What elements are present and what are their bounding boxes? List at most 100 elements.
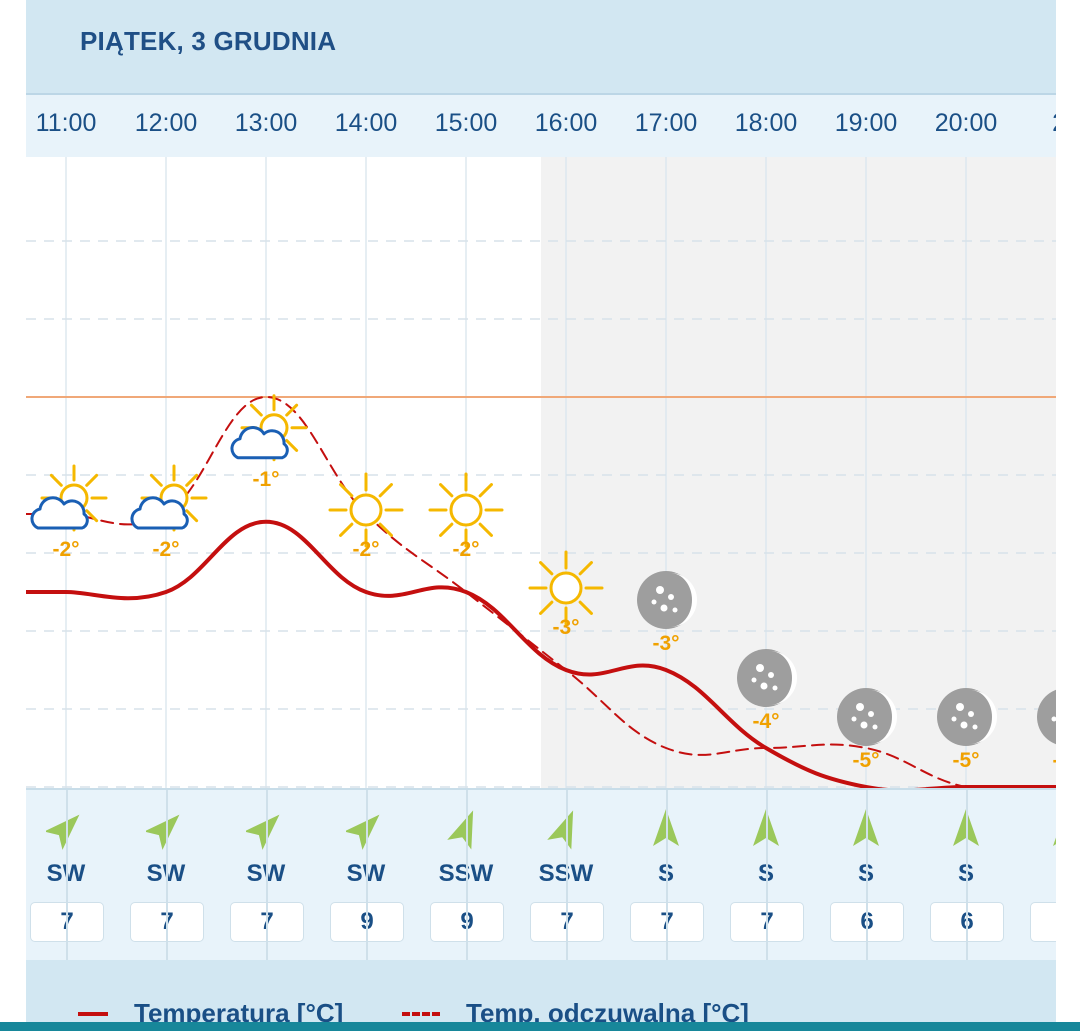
moon-crater	[956, 703, 964, 711]
wind-separator	[666, 790, 668, 962]
temperature-label: -3°	[652, 632, 679, 655]
sun-disc	[349, 493, 383, 527]
wind-separator	[366, 790, 368, 962]
moon-crater	[768, 672, 774, 678]
sun-ray	[539, 561, 554, 576]
sun-ray	[285, 439, 299, 452]
temperature-label: -2°	[352, 538, 379, 561]
moon-icon	[637, 571, 697, 629]
wind-direction: SSW	[516, 860, 616, 888]
moon-crater	[656, 586, 664, 594]
moon-crater	[668, 594, 674, 600]
cloud-shape	[230, 426, 289, 460]
sun-ray	[578, 600, 593, 615]
sun-icon	[528, 550, 604, 626]
temperature-chart[interactable]: -2° -2° -1° -2° -2° -3° -3° -4° -5° -5° -5°	[26, 157, 1056, 788]
temperature-chart-svg: -2° -2° -1° -2° -2° -3° -3° -4° -5° -5° -5°	[26, 157, 1056, 788]
sun-ray	[578, 561, 593, 576]
wind-direction: SSW	[416, 860, 516, 888]
temperature-label: -2°	[152, 538, 179, 561]
moon-crescent	[770, 651, 797, 705]
moon-icon	[837, 688, 897, 746]
temperature-label: -5°	[1052, 749, 1056, 772]
hour-label: 16:00	[534, 109, 598, 137]
wind-column: S 6	[1016, 790, 1056, 962]
wind-separator	[166, 790, 168, 962]
hour-label: 18:00	[734, 109, 798, 137]
moon-crater	[972, 724, 978, 730]
moon-disc	[637, 571, 695, 629]
sun-icon	[428, 472, 504, 548]
moon-crater	[851, 716, 857, 722]
moon-crater	[660, 604, 668, 612]
sun-icon	[328, 472, 404, 548]
wind-separator	[866, 790, 868, 962]
wind-direction: S	[616, 860, 716, 888]
moon-crater	[756, 664, 764, 672]
wind-panel: SW 7 SW 7 SW 7 SW 9	[26, 788, 1056, 962]
temperature-label: -2°	[452, 538, 479, 561]
legend-swatch-dashed	[402, 1011, 440, 1016]
moon-crater	[872, 724, 878, 730]
partly-cloudy-icon	[30, 464, 108, 532]
hour-label: 15:00	[434, 109, 498, 137]
sun-ray	[49, 473, 63, 487]
day-header: PIĄTEK, 3 GRUDNIA	[26, 0, 1056, 95]
temperature-label: -2°	[52, 538, 79, 561]
moon-crater	[868, 711, 874, 717]
moon-crater	[860, 721, 868, 729]
temperature-label: -5°	[852, 749, 879, 772]
hour-label: 19:00	[834, 109, 898, 137]
sun-ray	[339, 483, 354, 498]
sun-ray	[185, 473, 199, 487]
sun-ray	[378, 483, 393, 498]
moon-crater	[968, 711, 974, 717]
sun-ray	[249, 403, 263, 417]
moon-crater	[951, 716, 957, 722]
sun-ray	[439, 483, 454, 498]
sun-ray	[478, 483, 493, 498]
partly-cloudy-icon	[230, 394, 308, 462]
moon-disc	[837, 688, 895, 746]
moon-disc	[937, 688, 995, 746]
day-title: PIĄTEK, 3 GRUDNIA	[80, 26, 337, 56]
moon-crescent	[870, 690, 897, 744]
wind-direction: SW	[316, 860, 416, 888]
bottom-accent-strip	[0, 1022, 1080, 1031]
wind-arrow-icon	[46, 814, 80, 850]
wind-arrow-icon	[1053, 837, 1056, 846]
sun-ray	[439, 522, 454, 537]
hour-label: 11:00	[35, 109, 97, 137]
moon-crater	[772, 685, 778, 691]
wind-direction: S	[1016, 860, 1056, 888]
moon-icon	[937, 688, 997, 746]
temperature-label: -4°	[752, 710, 779, 733]
wind-direction: S	[816, 860, 916, 888]
moon-crater	[1051, 716, 1056, 722]
wind-direction: S	[716, 860, 816, 888]
wind-arrow-icon	[246, 814, 280, 850]
wind-separator	[966, 790, 968, 962]
sun-ray	[85, 473, 99, 487]
moon-crater	[960, 721, 968, 729]
moon-icon	[737, 649, 797, 707]
temperature-label: -1°	[252, 468, 279, 491]
wind-separator	[566, 790, 568, 962]
wind-speed: 6	[1030, 902, 1056, 942]
sun-ray	[339, 522, 354, 537]
sun-ray	[285, 403, 299, 417]
sun-ray	[149, 473, 163, 487]
wind-direction: SW	[216, 860, 316, 888]
hours-bar[interactable]: 11:00 12:00 13:00 14:00 15:00 16:00 17:00 18:00…	[26, 95, 1056, 157]
sun-ray	[478, 522, 493, 537]
moon-crater	[856, 703, 864, 711]
hour-label: 17:00	[634, 109, 698, 137]
partly-cloudy-icon	[130, 464, 208, 532]
moon-disc	[737, 649, 795, 707]
sun-ray	[85, 509, 99, 523]
cloud-shape	[30, 496, 89, 530]
series-temperature-line	[26, 519, 1056, 788]
sun-ray	[378, 522, 393, 537]
hour-label: 13:00	[234, 109, 298, 137]
hour-label: 12:00	[134, 109, 198, 137]
